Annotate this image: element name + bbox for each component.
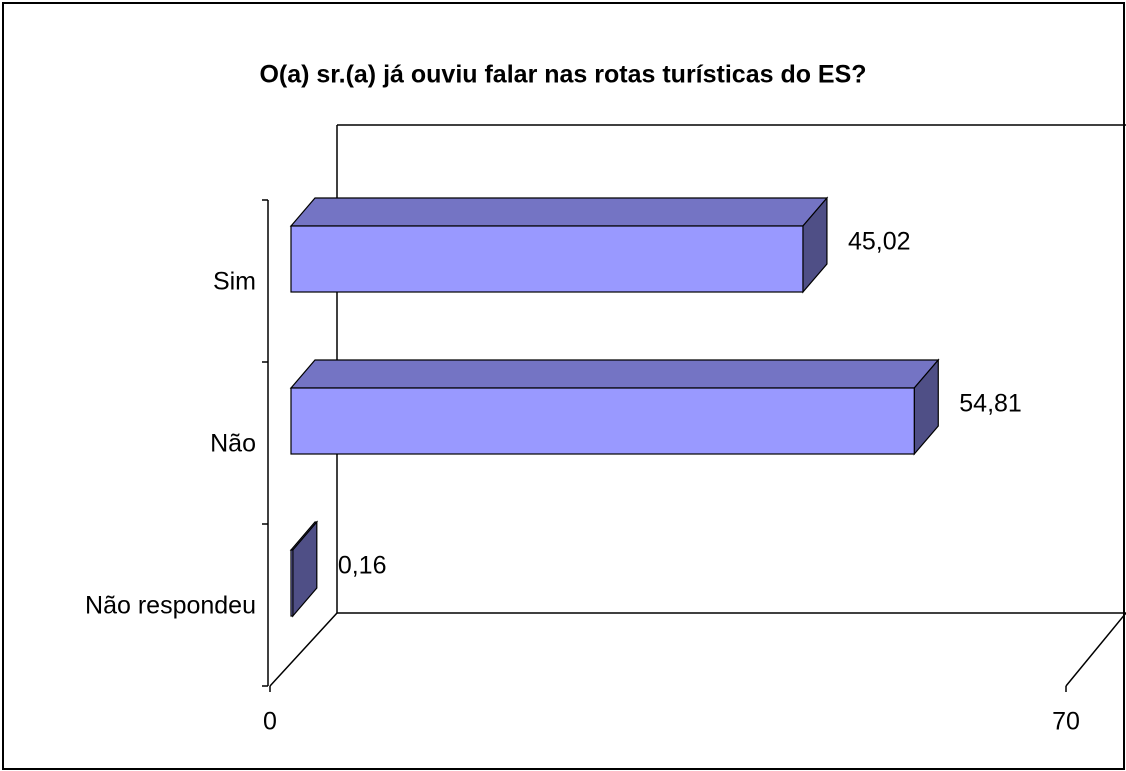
y-tick-label: Sim (213, 268, 256, 296)
data-label: 45,02 (848, 228, 911, 256)
chart-title: O(a) sr.(a) já ouviu falar nas rotas tur… (259, 61, 866, 89)
x-tick-label: 0 (263, 708, 277, 736)
y-tick-label: Não (210, 430, 256, 458)
bar-top (289, 359, 940, 389)
bar (290, 549, 294, 617)
y-tick-label: Não respondeu (85, 592, 256, 620)
bar (290, 387, 915, 455)
x-tick-label: 70 (1052, 708, 1080, 736)
bar-top (289, 197, 829, 227)
bar (290, 225, 804, 293)
data-label: 0,16 (338, 552, 387, 580)
data-label: 54,81 (959, 390, 1022, 418)
